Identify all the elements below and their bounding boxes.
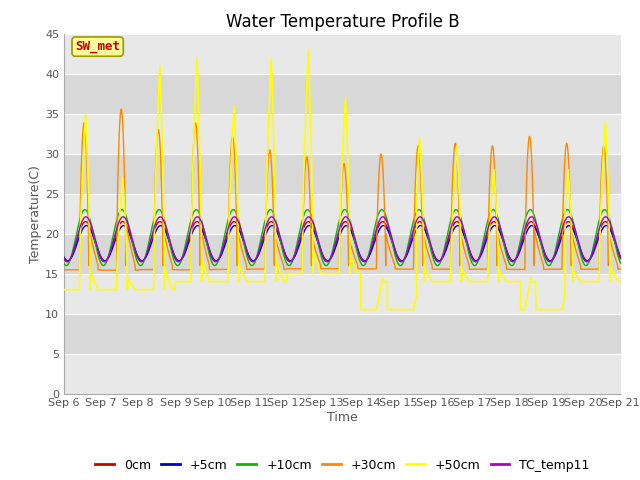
TC_temp11 <box>617 255 625 261</box>
+10cm <box>407 230 415 236</box>
0cm <box>63 259 71 264</box>
Y-axis label: Temperature(C): Temperature(C) <box>29 165 42 263</box>
Bar <box>64 274 621 313</box>
0cm <box>617 255 625 261</box>
+5cm <box>60 254 68 260</box>
+50cm <box>397 307 404 312</box>
+30cm <box>117 107 125 112</box>
Line: TC_temp11: TC_temp11 <box>64 217 621 262</box>
Line: +30cm: +30cm <box>64 109 621 270</box>
0cm <box>407 238 415 244</box>
+50cm <box>617 279 625 285</box>
+5cm <box>216 255 223 261</box>
Line: 0cm: 0cm <box>64 222 621 262</box>
0cm <box>60 256 68 262</box>
0cm <box>216 254 223 260</box>
+30cm <box>216 266 223 272</box>
+30cm <box>617 266 625 272</box>
+5cm <box>64 258 72 264</box>
0cm <box>397 259 404 264</box>
+10cm <box>216 253 223 259</box>
TC_temp11 <box>60 255 68 261</box>
Text: SW_met: SW_met <box>75 40 120 53</box>
Legend: 0cm, +5cm, +10cm, +30cm, +50cm, TC_temp11: 0cm, +5cm, +10cm, +30cm, +50cm, TC_temp1… <box>90 454 595 477</box>
+10cm <box>617 260 625 266</box>
TC_temp11 <box>180 252 188 257</box>
+30cm <box>60 267 68 273</box>
Line: +10cm: +10cm <box>64 210 621 265</box>
+10cm <box>81 207 89 213</box>
Bar <box>64 234 621 274</box>
+5cm <box>617 254 625 260</box>
+30cm <box>407 266 415 272</box>
TC_temp11 <box>216 254 223 260</box>
+10cm <box>63 263 70 268</box>
+50cm <box>179 279 187 285</box>
Title: Water Temperature Profile B: Water Temperature Profile B <box>225 12 460 31</box>
X-axis label: Time: Time <box>327 411 358 424</box>
+10cm <box>397 263 404 268</box>
+50cm <box>60 287 68 292</box>
+10cm <box>60 261 68 266</box>
+50cm <box>407 307 415 312</box>
+50cm <box>617 279 625 285</box>
0cm <box>82 219 90 225</box>
TC_temp11 <box>617 254 625 260</box>
+30cm <box>617 266 625 272</box>
+30cm <box>97 267 105 273</box>
Bar <box>64 313 621 354</box>
Line: +50cm: +50cm <box>64 49 621 310</box>
Bar <box>64 154 621 193</box>
TC_temp11 <box>564 214 572 220</box>
+10cm <box>180 250 188 256</box>
Line: +5cm: +5cm <box>64 226 621 261</box>
+50cm <box>564 168 572 174</box>
+50cm <box>216 279 223 285</box>
+30cm <box>397 266 404 272</box>
+5cm <box>83 223 90 228</box>
+5cm <box>617 254 625 260</box>
+5cm <box>397 258 404 264</box>
0cm <box>564 219 572 225</box>
TC_temp11 <box>407 237 415 243</box>
Bar <box>64 354 621 394</box>
Bar <box>64 73 621 114</box>
+5cm <box>180 253 188 259</box>
+30cm <box>564 150 572 156</box>
+30cm <box>180 267 188 273</box>
+5cm <box>407 242 415 248</box>
TC_temp11 <box>82 214 90 220</box>
+5cm <box>564 223 572 228</box>
Bar <box>64 114 621 154</box>
0cm <box>617 256 625 262</box>
TC_temp11 <box>63 259 71 264</box>
+50cm <box>305 47 312 52</box>
+10cm <box>617 260 625 266</box>
Bar <box>64 34 621 73</box>
0cm <box>180 252 188 257</box>
+10cm <box>564 207 572 213</box>
TC_temp11 <box>397 259 404 264</box>
+50cm <box>357 307 365 312</box>
Bar <box>64 193 621 234</box>
